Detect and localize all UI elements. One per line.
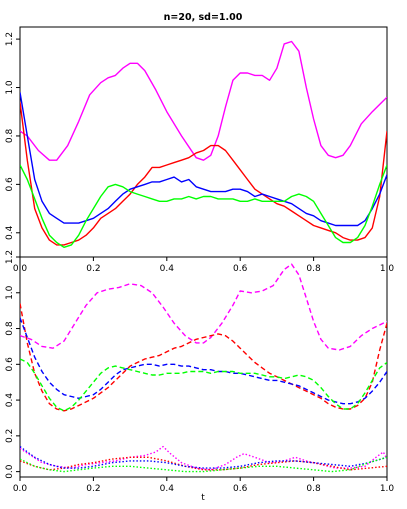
y-tick-label: 0.4 <box>5 225 15 240</box>
plot-frame <box>19 256 388 478</box>
x-tick-label: 0.4 <box>160 264 175 274</box>
y-tick-label: 0.6 <box>5 357 15 372</box>
x-axis-label: t <box>201 493 205 503</box>
bottom-panel: 0.0 0.2 0.4 0.6 0.8 1.0 1.2 0.0 0.2 0.4 0.6 0.8 1.0 <box>5 250 394 494</box>
series-line-solid <box>20 92 387 227</box>
series-line-dotted <box>20 456 387 471</box>
y-tick-label: 0.6 <box>5 177 15 192</box>
series-line-dashed <box>20 358 387 412</box>
x-tick-label: 0.0 <box>13 484 28 494</box>
x-tick-label: 0.8 <box>306 264 321 274</box>
top-panel: 0.40.60.81.01.20.0 0.2 0.4 0.6 0.8 1.0 <box>5 26 394 274</box>
y-tick-label: 1.2 <box>5 250 15 264</box>
y-tick-label: 0.8 <box>5 129 15 144</box>
series-line-dashed <box>20 303 387 412</box>
x-tick-label: 0.6 <box>233 484 248 494</box>
x-tick-label: 0.2 <box>86 484 100 494</box>
x-tick-label: 0.8 <box>306 484 321 494</box>
y-tick-label: 0.8 <box>5 321 15 336</box>
y-tick-label: 0.4 <box>5 393 15 408</box>
x-tick-label: 0.2 <box>86 264 100 274</box>
series-line-dashed <box>20 263 387 351</box>
y-tick-label: 0.2 <box>5 429 15 443</box>
series-line-dashed <box>20 317 387 405</box>
x-tick-label: 0.6 <box>233 264 248 274</box>
chart-title: n=20, sd=1.00 <box>164 12 243 23</box>
x-tick-label: 1.0 <box>380 484 395 494</box>
y-tick-label: 1.2 <box>5 32 15 46</box>
series-line-solid <box>20 164 387 249</box>
y-tick-label: 1.0 <box>5 80 15 95</box>
x-tick-label: 0.4 <box>160 484 175 494</box>
series-line-dotted <box>20 445 387 471</box>
series-line-dotted <box>20 446 387 469</box>
y-tick-label: 1.0 <box>5 285 15 300</box>
series-line-dotted <box>20 456 387 473</box>
y-tick-label: 0.0 <box>5 464 15 479</box>
series-line-solid <box>20 40 387 161</box>
series-line-solid <box>20 102 387 246</box>
